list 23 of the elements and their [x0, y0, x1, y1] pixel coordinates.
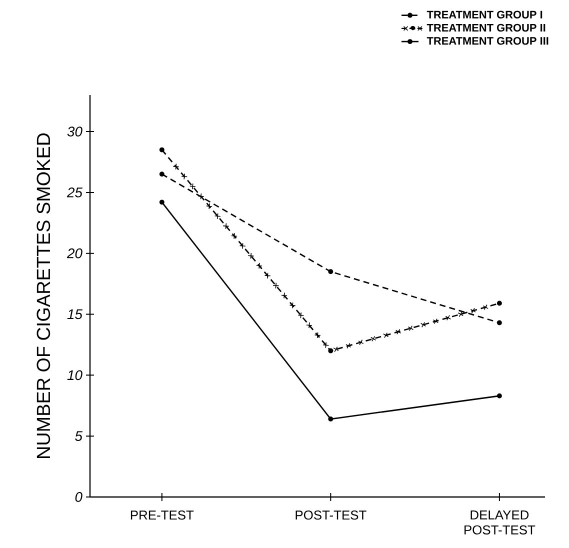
y-tick-label: 15: [67, 309, 83, 320]
y-tick-label: 5: [75, 431, 83, 441]
point: [159, 147, 164, 152]
point: [496, 320, 502, 326]
legend-label: TREATMENT GROUP II: [426, 24, 546, 32]
y-axis-title: NUMBER OF CIGARETTES SMOKED: [36, 133, 50, 458]
x-tick-label: DELAYED POST-TEST: [464, 510, 536, 534]
y-tick-label: 0: [75, 492, 82, 502]
y-tick-label: 20: [66, 248, 82, 258]
legend-label: TREATMENT GROUP III: [426, 37, 548, 45]
x-tick-label: POST-TEST: [296, 510, 366, 520]
y-tick-label: 10: [67, 370, 82, 380]
point: [328, 416, 334, 422]
point: [159, 172, 164, 177]
point: [496, 393, 502, 398]
point: [159, 200, 164, 205]
point: [496, 300, 502, 306]
y-tick-label: 25: [66, 187, 83, 198]
point: [328, 269, 334, 274]
y-tick-label: 30: [67, 126, 82, 136]
point: [328, 348, 334, 354]
legend-label: TREATMENT GROUP I: [426, 10, 542, 18]
x-tick-label: PRE-TEST: [130, 510, 194, 520]
